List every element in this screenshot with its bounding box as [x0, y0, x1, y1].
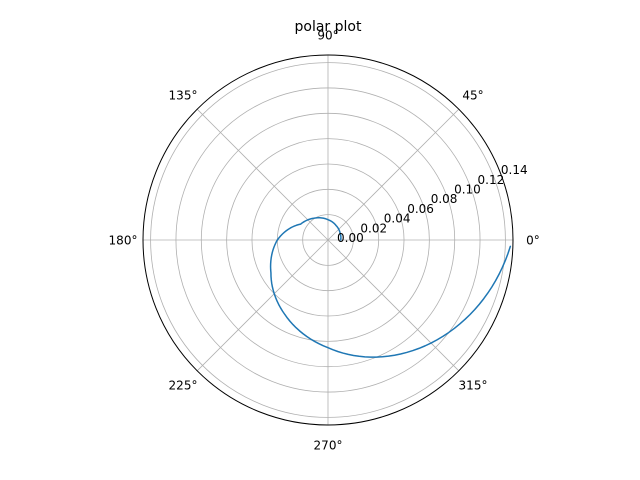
theta-tick-label: 0° [526, 234, 540, 248]
theta-tick-label: 225° [169, 379, 198, 393]
r-tick-label: 0.08 [431, 192, 458, 206]
label-layer: 0° 45° 90° 135° 180° 225° 270° 315° 0.000.020.04… [109, 29, 540, 453]
theta-tick-label: 180° [109, 234, 138, 248]
theta-tick-label: 90° [317, 29, 338, 43]
theta-gridline-3 [196, 108, 329, 241]
series-line-0 [269, 217, 512, 358]
r-tick-label: 0.10 [454, 183, 481, 197]
theta-tick-label: 315° [459, 379, 488, 393]
theta-tick-label: 135° [169, 89, 198, 103]
r-tick-label: 0.02 [360, 221, 387, 235]
theta-gridline-1 [327, 108, 460, 241]
r-tick-label: 0.12 [478, 173, 505, 187]
series-layer [269, 217, 512, 358]
chart-title: polar plot [295, 19, 362, 35]
polar-frame [142, 54, 514, 426]
r-tick-label: 0.00 [337, 231, 364, 245]
r-tick-label: 0.14 [501, 163, 528, 177]
theta-tick-label: 45° [462, 89, 483, 103]
theta-gridline-5 [196, 239, 329, 372]
r-tick-label: 0.06 [407, 202, 434, 216]
theta-tick-label: 270° [314, 439, 343, 453]
grid-layer [143, 55, 513, 425]
theta-gridline-7 [327, 239, 460, 372]
r-tick-label: 0.04 [384, 212, 411, 226]
